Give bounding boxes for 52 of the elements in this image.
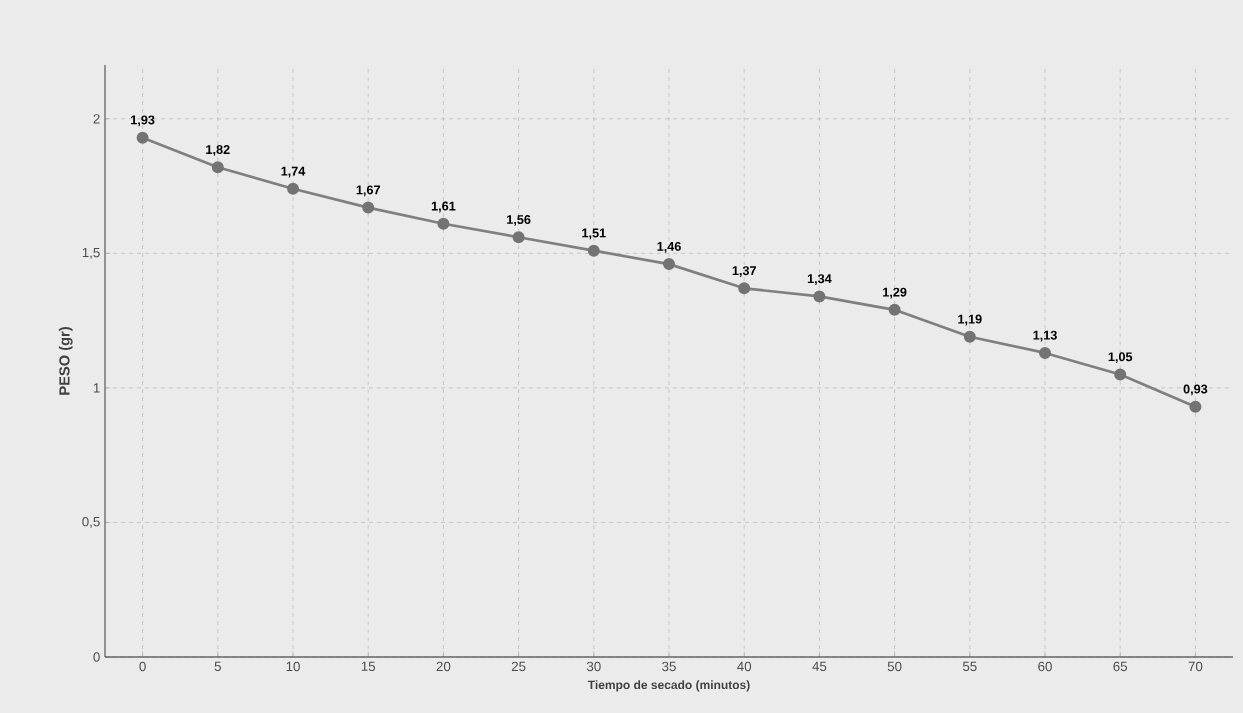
point xyxy=(663,258,676,271)
x-tick-label: 10 xyxy=(286,661,300,672)
x-axis-title: Tiempo de secado (minutos) xyxy=(587,680,750,692)
data-label: 1,74 xyxy=(281,166,306,178)
data-label: 1,51 xyxy=(582,228,606,240)
data-label: 1,67 xyxy=(356,185,380,197)
x-tick-label: 70 xyxy=(1188,661,1203,672)
x-tick-label: 5 xyxy=(214,661,221,671)
point xyxy=(738,282,751,295)
x-tick-label: 50 xyxy=(887,661,902,672)
data-label: 1,19 xyxy=(958,314,982,326)
point xyxy=(1189,400,1202,413)
x-tick-label: 65 xyxy=(1113,661,1128,672)
data-label: 1,61 xyxy=(431,201,456,213)
point xyxy=(888,303,901,316)
point xyxy=(512,231,525,244)
y-tick-label: 2 xyxy=(93,114,100,124)
point xyxy=(362,201,375,214)
x-tick-label: 55 xyxy=(962,661,977,671)
point xyxy=(136,131,149,144)
data-label: 1,13 xyxy=(1033,330,1057,342)
data-label: 0,93 xyxy=(1183,384,1208,396)
point xyxy=(1114,368,1127,381)
x-tick-label: 35 xyxy=(662,661,676,672)
y-axis-title: PESO (gr) xyxy=(58,327,73,395)
x-tick-label: 45 xyxy=(812,661,827,671)
point xyxy=(437,217,450,230)
x-tick-label: 15 xyxy=(361,661,376,671)
y-tick-label: 1 xyxy=(93,383,100,393)
x-tick-label: 40 xyxy=(737,661,752,672)
x-tick-label: 60 xyxy=(1038,661,1052,672)
x-tick-label: 25 xyxy=(511,661,526,672)
point xyxy=(1039,346,1052,359)
data-label: 1,05 xyxy=(1108,352,1133,364)
data-label: 1,46 xyxy=(657,241,681,253)
point xyxy=(211,161,224,174)
x-tick-label: 0 xyxy=(139,661,146,672)
data-label: 1,37 xyxy=(732,266,756,277)
y-tick-label: 0 xyxy=(93,652,100,662)
x-tick-label: 30 xyxy=(586,661,601,672)
data-label: 1,93 xyxy=(131,115,155,127)
point xyxy=(287,182,300,195)
data-label: 1,34 xyxy=(807,274,832,286)
y-tick-label: 0,5 xyxy=(82,516,100,528)
x-tick-label: 20 xyxy=(436,661,451,672)
data-label: 1,82 xyxy=(206,145,230,156)
point xyxy=(587,244,600,257)
point xyxy=(813,290,826,303)
y-tick-label: 1,5 xyxy=(82,247,100,259)
data-label: 1,29 xyxy=(883,287,907,299)
point xyxy=(963,330,976,343)
data-label: 1,56 xyxy=(507,215,531,226)
